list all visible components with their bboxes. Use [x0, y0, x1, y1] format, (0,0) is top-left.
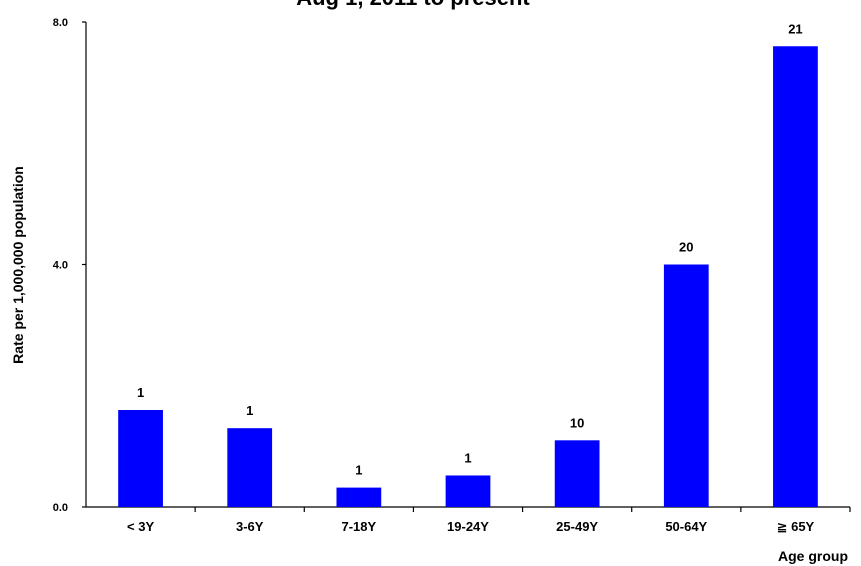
x-tick-label: 25-49Y — [556, 519, 598, 534]
data-label: 1 — [246, 403, 253, 418]
x-tick-label: ≧ 65Y — [777, 519, 815, 534]
data-label: 21 — [788, 21, 802, 36]
data-label: 1 — [464, 450, 471, 465]
bar — [445, 475, 491, 507]
x-tick-label: 50-64Y — [665, 519, 707, 534]
data-labels: 1 1 1 1 10 20 21 — [137, 21, 803, 477]
y-axis-label: Rate per 1,000,000 population — [10, 166, 26, 364]
bars — [118, 46, 818, 507]
bar — [773, 46, 818, 507]
bar — [554, 440, 600, 507]
data-label: 20 — [679, 240, 693, 255]
bar — [118, 410, 163, 507]
x-tick-label: < 3Y — [127, 519, 154, 534]
x-axis-label: Age group — [778, 548, 848, 564]
x-tick-label: 19-24Y — [447, 519, 489, 534]
y-tick-label: 8.0 — [53, 17, 68, 29]
data-label: 1 — [355, 463, 362, 478]
x-tick-label: 3-6Y — [236, 519, 264, 534]
bar — [663, 264, 709, 507]
bar — [336, 487, 382, 507]
x-axis-ticks: < 3Y 3-6Y 7-18Y 19-24Y 25-49Y 50-64Y ≧ 65Y — [127, 507, 851, 534]
chart-title: Aug 1, 2011 to present — [296, 0, 530, 10]
y-axis-ticks: 0.0 4.0 8.0 — [53, 17, 86, 514]
data-label: 1 — [137, 385, 144, 400]
y-tick-label: 0.0 — [53, 502, 68, 514]
x-tick-label: 7-18Y — [342, 519, 377, 534]
bar — [227, 428, 273, 507]
data-label: 10 — [570, 415, 584, 430]
y-tick-label: 4.0 — [53, 260, 68, 272]
